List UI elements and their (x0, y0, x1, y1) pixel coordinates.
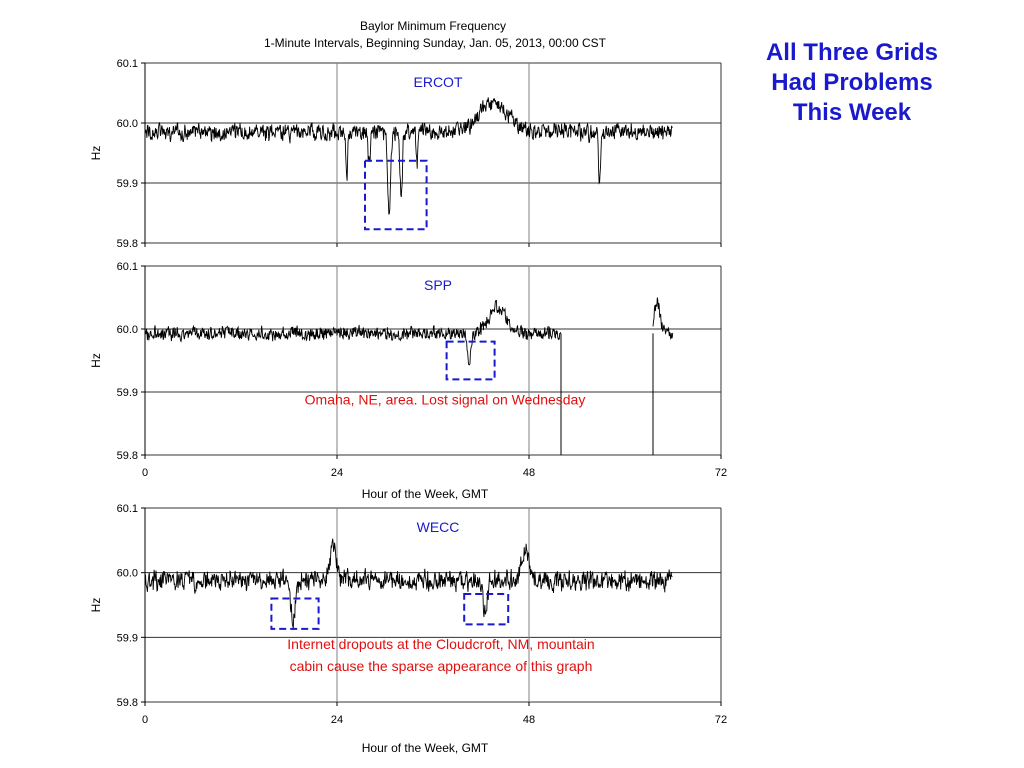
panel-label: ERCOT (414, 74, 463, 90)
annotation-text: Omaha, NE, area. Lost signal on Wednesda… (305, 392, 586, 408)
annotation-text: Internet dropouts at the Cloudcroft, NM,… (287, 636, 594, 652)
x-tick-label: 0 (142, 714, 148, 726)
y-tick-label: 59.9 (117, 632, 138, 644)
y-tick-label: 60.0 (117, 324, 138, 336)
frequency-trace (144, 97, 673, 215)
highlight-box (445, 340, 496, 381)
x-tick-label: 72 (715, 467, 727, 479)
x-tick-label: 24 (331, 714, 343, 726)
slide-title-line: All Three Grids (765, 39, 939, 66)
y-tick-label: 59.8 (117, 238, 138, 250)
annotation-text: cabin cause the sparse appearance of thi… (290, 658, 593, 674)
y-tick-label: 59.8 (117, 697, 138, 709)
slide-title-line: Had Problems (771, 69, 933, 96)
y-tick-label: 60.1 (117, 503, 138, 515)
y-tick-label: 60.0 (117, 118, 138, 130)
x-tick-label: 72 (715, 714, 727, 726)
x-tick-label: 48 (523, 467, 535, 479)
y-axis-label: Hz (89, 598, 103, 613)
frequency-trace (652, 297, 674, 340)
x-tick-label: 0 (142, 467, 148, 479)
y-axis-label: Hz (89, 146, 103, 161)
y-tick-label: 59.9 (117, 387, 138, 399)
x-tick-label: 48 (523, 714, 535, 726)
chart-subtitle: 1-Minute Intervals, Beginning Sunday, Ja… (264, 36, 607, 50)
y-tick-label: 60.0 (117, 568, 138, 580)
frequency-trace (144, 299, 562, 366)
slide-title: All Three Grids Had Problems This Week (742, 38, 962, 128)
x-axis-label: Hour of the Week, GMT (362, 487, 489, 501)
y-tick-label: 59.9 (117, 178, 138, 190)
panel-label: WECC (417, 519, 460, 535)
highlight-box (270, 597, 320, 630)
y-tick-label: 60.1 (117, 261, 138, 273)
panel-label: SPP (424, 277, 452, 293)
highlight-box (463, 593, 510, 626)
highlight-box (364, 159, 428, 231)
slide-title-line: This Week (792, 99, 912, 126)
chart-title: Baylor Minimum Frequency (360, 19, 506, 33)
x-tick-label: 24 (331, 467, 343, 479)
x-axis-label: Hour of the Week, GMT (362, 741, 489, 755)
frequency-trace (144, 538, 673, 629)
y-axis-label: Hz (89, 353, 103, 368)
y-tick-label: 59.8 (117, 450, 138, 462)
y-tick-label: 60.1 (117, 58, 138, 70)
